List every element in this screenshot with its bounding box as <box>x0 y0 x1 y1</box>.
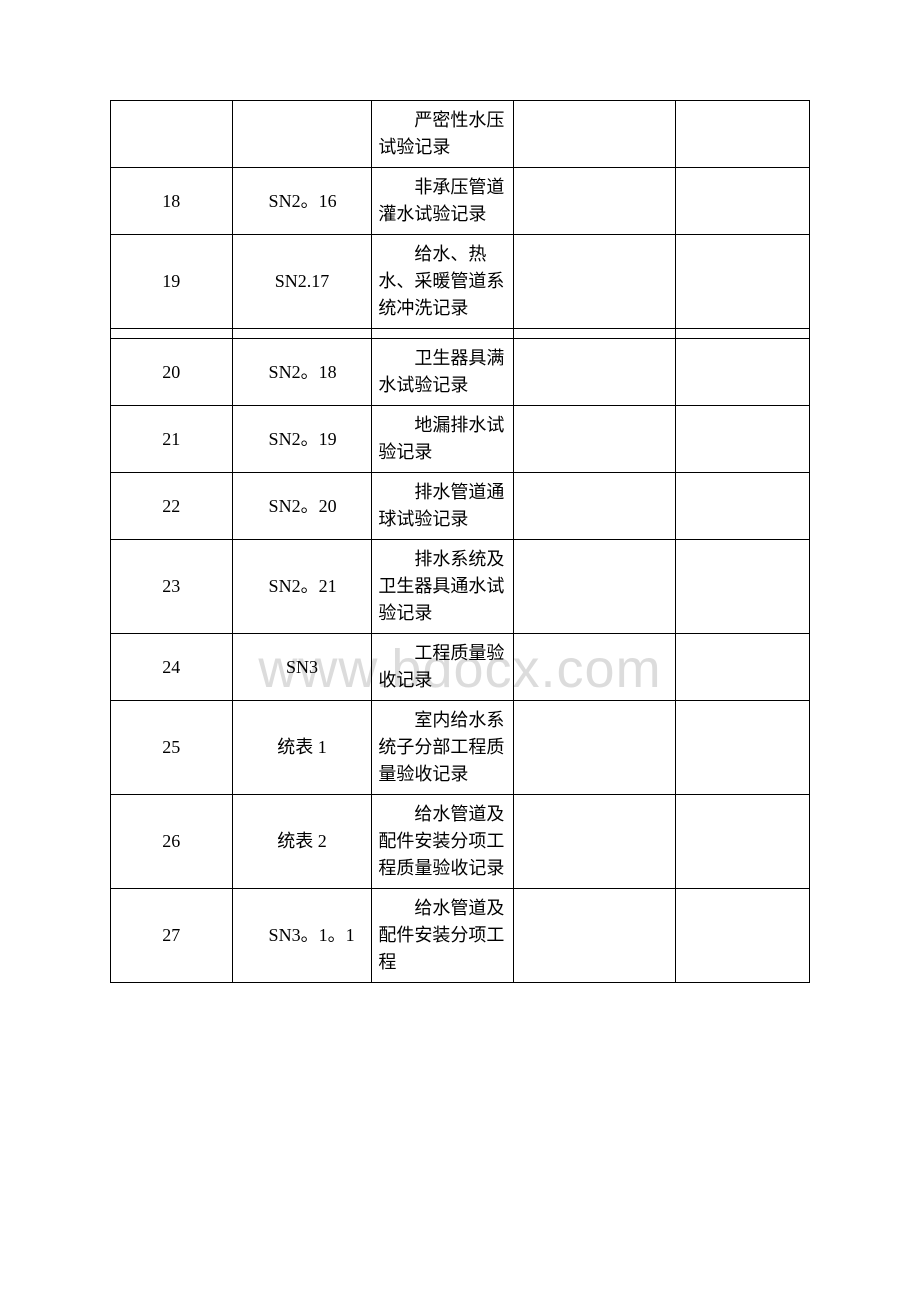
row-desc: 排水管道通球试验记录 <box>372 473 514 540</box>
table-row: 18 SN2。16非承压管道灌水试验记录 <box>111 168 810 235</box>
row-blank <box>676 339 810 406</box>
row-blank <box>676 540 810 634</box>
spacer-cell <box>232 329 372 339</box>
row-blank <box>514 540 676 634</box>
row-blank <box>514 168 676 235</box>
row-number: 25 <box>111 701 233 795</box>
table-row: 20 SN2。18卫生器具满水试验记录 <box>111 339 810 406</box>
table-row: 26统表 2给水管道及配件安装分项工程质量验收记录 <box>111 795 810 889</box>
row-blank <box>514 889 676 983</box>
row-desc: 给水管道及配件安装分项工程 <box>372 889 514 983</box>
row-desc: 工程质量验收记录 <box>372 634 514 701</box>
table-row: 19SN2.17给水、热水、采暖管道系统冲洗记录 <box>111 235 810 329</box>
row-desc: 给水管道及配件安装分项工程质量验收记录 <box>372 795 514 889</box>
row-code: SN2。16 <box>232 168 372 235</box>
row-blank <box>514 795 676 889</box>
table-row: 24SN3工程质量验收记录 <box>111 634 810 701</box>
row-code: SN2。21 <box>232 540 372 634</box>
row-blank <box>514 473 676 540</box>
row-blank <box>676 701 810 795</box>
row-blank <box>514 634 676 701</box>
row-blank <box>676 889 810 983</box>
row-number: 24 <box>111 634 233 701</box>
row-desc: 卫生器具满水试验记录 <box>372 339 514 406</box>
spacer-cell <box>111 329 233 339</box>
row-number: 21 <box>111 406 233 473</box>
records-table: 严密性水压试验记录18 SN2。16非承压管道灌水试验记录19SN2.17给水、… <box>110 100 810 983</box>
table-row: 25统表 1室内给水系统子分部工程质量验收记录 <box>111 701 810 795</box>
table-row <box>111 329 810 339</box>
row-code: SN2。18 <box>232 339 372 406</box>
row-blank <box>514 701 676 795</box>
row-desc: 地漏排水试验记录 <box>372 406 514 473</box>
table-row: 严密性水压试验记录 <box>111 101 810 168</box>
row-code: SN2。20 <box>232 473 372 540</box>
row-number: 26 <box>111 795 233 889</box>
spacer-cell <box>676 329 810 339</box>
row-code <box>232 101 372 168</box>
row-blank <box>514 235 676 329</box>
spacer-cell <box>372 329 514 339</box>
row-number: 23 <box>111 540 233 634</box>
row-blank <box>676 406 810 473</box>
row-code: 统表 2 <box>232 795 372 889</box>
table-row: 27 SN3。1。1给水管道及配件安装分项工程 <box>111 889 810 983</box>
row-desc: 严密性水压试验记录 <box>372 101 514 168</box>
row-number: 27 <box>111 889 233 983</box>
row-blank <box>514 101 676 168</box>
row-desc: 排水系统及卫生器具通水试验记录 <box>372 540 514 634</box>
row-desc: 室内给水系统子分部工程质量验收记录 <box>372 701 514 795</box>
row-number: 20 <box>111 339 233 406</box>
table-row: 22 SN2。20排水管道通球试验记录 <box>111 473 810 540</box>
row-code: SN2。19 <box>232 406 372 473</box>
row-code: 统表 1 <box>232 701 372 795</box>
row-blank <box>676 473 810 540</box>
row-desc: 给水、热水、采暖管道系统冲洗记录 <box>372 235 514 329</box>
row-blank <box>514 339 676 406</box>
row-number: 22 <box>111 473 233 540</box>
table-row: 23 SN2。21排水系统及卫生器具通水试验记录 <box>111 540 810 634</box>
row-blank <box>676 101 810 168</box>
table-row: 21 SN2。19地漏排水试验记录 <box>111 406 810 473</box>
row-blank <box>676 235 810 329</box>
row-blank <box>676 634 810 701</box>
row-number: 19 <box>111 235 233 329</box>
row-blank <box>676 795 810 889</box>
row-desc: 非承压管道灌水试验记录 <box>372 168 514 235</box>
row-number: 18 <box>111 168 233 235</box>
spacer-cell <box>514 329 676 339</box>
row-code: SN2.17 <box>232 235 372 329</box>
row-code: SN3 <box>232 634 372 701</box>
row-blank <box>514 406 676 473</box>
row-number <box>111 101 233 168</box>
row-code: SN3。1。1 <box>232 889 372 983</box>
row-blank <box>676 168 810 235</box>
